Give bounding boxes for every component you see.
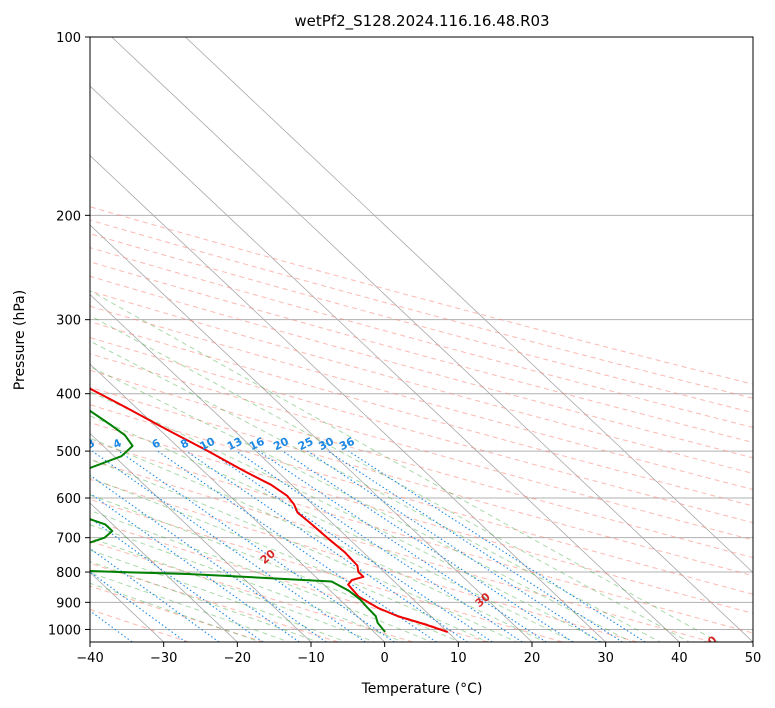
y-tick-label: 100 [56,31,81,46]
mixing-ratio-label: 20 [271,435,291,454]
mixing-ratio-label: 30 [317,435,337,454]
dry-adiabat-label: 20 [258,547,278,567]
plot-frame [89,36,754,643]
mixing-ratio-label: 16 [247,435,267,454]
y-tick-label: 600 [56,492,81,507]
y-tick-label: 700 [56,532,81,547]
mixing-ratio-line [90,547,220,642]
y-tick-label: 400 [56,388,81,403]
dry-adiabat [90,519,488,642]
isotherm [90,85,680,642]
y-axis-label: Pressure (hPa) [12,290,28,390]
dewpoint-trace [90,409,386,633]
moist-adiabat [90,561,320,642]
y-tick-label: 500 [56,445,81,460]
mixing-ratio-line [258,450,547,642]
x-tick-label: 0 [381,651,389,666]
mixing-ratio-line [118,450,395,642]
isotherm [90,363,385,642]
mixing-ratio-label: 6 [150,436,163,451]
y-tick-label: 300 [56,314,81,329]
isotherm [185,37,753,574]
mixing-ratio-line [90,492,300,642]
mixing-ratio-label: 10 [198,435,218,454]
x-axis-ticks: −40 −30 −20 −10 0 10 20 30 40 50 [76,642,761,666]
x-tick-label: −40 [76,651,103,666]
y-tick-label: 200 [56,209,81,224]
moist-adiabat [90,477,490,642]
moist-adiabat [90,524,405,642]
mixing-ratio-label: 1.5 [18,434,41,454]
moist-adiabat [90,437,547,642]
mixing-ratio-label: 36 [337,435,357,454]
moist-adiabat [90,537,377,642]
dry-adiabat [90,585,264,642]
dry-adiabat [90,422,753,614]
isotherm [90,154,606,642]
dry-adiabat [90,562,339,642]
moist-adiabat [90,340,662,642]
isotherm [90,293,459,642]
y-tick-label: 1000 [48,623,81,638]
y-tick-label: 900 [56,596,81,611]
isotherm [90,224,533,642]
x-tick-label: 20 [524,651,541,666]
x-tick-label: 40 [671,651,688,666]
mixing-ratio-line [157,450,437,642]
isotherm [90,502,238,642]
dry-adiabat [90,219,753,399]
isotherm [111,37,753,642]
mixing-ratio-line [282,450,574,642]
mixing-ratio-line [235,450,523,642]
mixing-ratio-line [348,450,646,642]
dry-adiabat [90,369,753,559]
dry-adiabat [90,305,753,491]
dry-adiabat [90,440,753,634]
y-axis-ticks: 100 200 300 400 500 600 700 800 900 1000 [48,31,90,638]
mixing-ratio-line [90,517,264,642]
moist-adiabat [90,366,633,642]
mixing-ratio-line [327,450,623,642]
moist-adiabat [90,582,262,642]
dry-adiabat [90,540,414,642]
line-labels: 0.10.20.40.611.52346810131620253036-100-… [0,434,720,653]
x-tick-label: −10 [297,651,324,666]
x-tick-label: 10 [450,651,467,666]
dry-adiabat [90,478,638,642]
x-tick-label: 30 [597,651,614,666]
temperature-trace [90,387,449,633]
mixing-ratio-line [91,450,366,642]
mixing-ratio-label: 13 [225,435,244,453]
x-tick-label: −20 [224,651,251,666]
mixing-ratio-line [208,450,493,642]
chart-title: wetPf2_S128.2024.116.16.48.R03 [294,12,549,31]
dry-adiabat [90,261,753,443]
moist-adiabat [90,290,720,642]
dry-adiabat [90,353,753,541]
dry-adiabat [90,459,712,642]
mixing-ratio-label: 25 [296,435,315,453]
isotherm [90,432,312,642]
mixing-ratio-line [90,474,327,642]
moist-adiabat [90,315,691,642]
x-axis-label: Temperature (°C) [361,681,483,697]
mixing-ratio-line [185,450,468,642]
dry-adiabat [90,233,753,414]
x-tick-label: 50 [745,651,762,666]
dry-adiabat-label: 30 [473,590,493,610]
dry-adiabat-label: 40 [699,633,719,653]
mixing-ratio-label: 3 [84,436,97,451]
plot-area [90,37,753,642]
mixing-ratio-label: 4 [111,436,124,451]
mixing-ratio-label: 1 [0,436,2,451]
x-tick-label: −30 [150,651,177,666]
y-tick-label: 800 [56,566,81,581]
moist-adiabat [90,572,291,642]
